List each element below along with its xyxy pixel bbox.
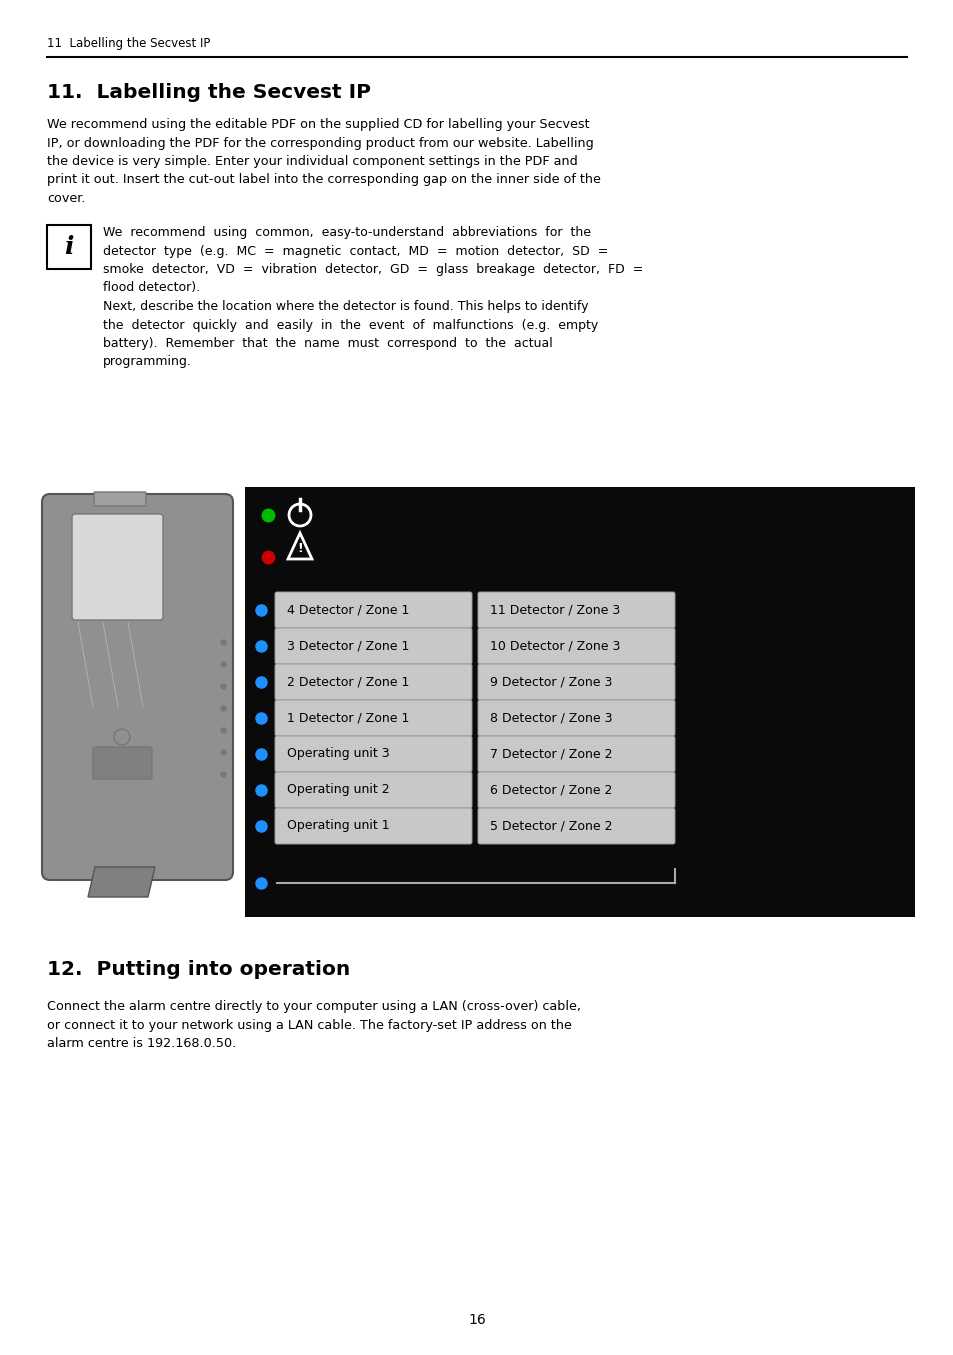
Bar [245,486,914,917]
Text: 8 Detector / Zone 3: 8 Detector / Zone 3 [490,711,612,725]
FancyBboxPatch shape [274,736,472,772]
Polygon shape [88,867,154,897]
FancyBboxPatch shape [274,808,472,844]
Text: 11.  Labelling the Secvest IP: 11. Labelling the Secvest IP [47,83,371,102]
Text: 3 Detector / Zone 1: 3 Detector / Zone 1 [287,640,409,653]
Text: Operating unit 1: Operating unit 1 [287,820,389,832]
FancyBboxPatch shape [477,627,675,664]
FancyBboxPatch shape [477,701,675,736]
Text: 6 Detector / Zone 2: 6 Detector / Zone 2 [490,783,612,797]
Text: !: ! [296,542,302,554]
FancyBboxPatch shape [42,495,233,879]
Text: Operating unit 2: Operating unit 2 [287,783,389,797]
FancyBboxPatch shape [92,747,152,779]
FancyBboxPatch shape [477,592,675,627]
Text: 7 Detector / Zone 2: 7 Detector / Zone 2 [490,748,612,760]
FancyBboxPatch shape [94,492,146,505]
Text: 11 Detector / Zone 3: 11 Detector / Zone 3 [490,603,619,617]
Text: 5 Detector / Zone 2: 5 Detector / Zone 2 [490,820,612,832]
Text: 1 Detector / Zone 1: 1 Detector / Zone 1 [287,711,409,725]
FancyBboxPatch shape [477,736,675,772]
FancyBboxPatch shape [477,772,675,808]
Text: 16: 16 [468,1313,485,1327]
Text: We  recommend  using  common,  easy-to-understand  abbreviations  for  the
detec: We recommend using common, easy-to-under… [103,226,642,369]
Text: 4 Detector / Zone 1: 4 Detector / Zone 1 [287,603,409,617]
Text: 12.  Putting into operation: 12. Putting into operation [47,959,350,980]
FancyBboxPatch shape [274,701,472,736]
FancyBboxPatch shape [274,664,472,701]
Text: i: i [64,234,73,259]
FancyBboxPatch shape [274,592,472,627]
Text: Connect the alarm centre directly to your computer using a LAN (cross-over) cabl: Connect the alarm centre directly to you… [47,1000,580,1050]
FancyBboxPatch shape [477,808,675,844]
FancyBboxPatch shape [71,514,163,621]
Text: 9 Detector / Zone 3: 9 Detector / Zone 3 [490,676,612,688]
Text: 2 Detector / Zone 1: 2 Detector / Zone 1 [287,676,409,688]
Text: We recommend using the editable PDF on the supplied CD for labelling your Secves: We recommend using the editable PDF on t… [47,118,600,205]
Text: 10 Detector / Zone 3: 10 Detector / Zone 3 [490,640,619,653]
FancyBboxPatch shape [274,627,472,664]
FancyBboxPatch shape [274,772,472,808]
Bar [47,225,91,270]
FancyBboxPatch shape [477,664,675,701]
Text: Operating unit 3: Operating unit 3 [287,748,389,760]
Text: 11  Labelling the Secvest IP: 11 Labelling the Secvest IP [47,37,211,50]
